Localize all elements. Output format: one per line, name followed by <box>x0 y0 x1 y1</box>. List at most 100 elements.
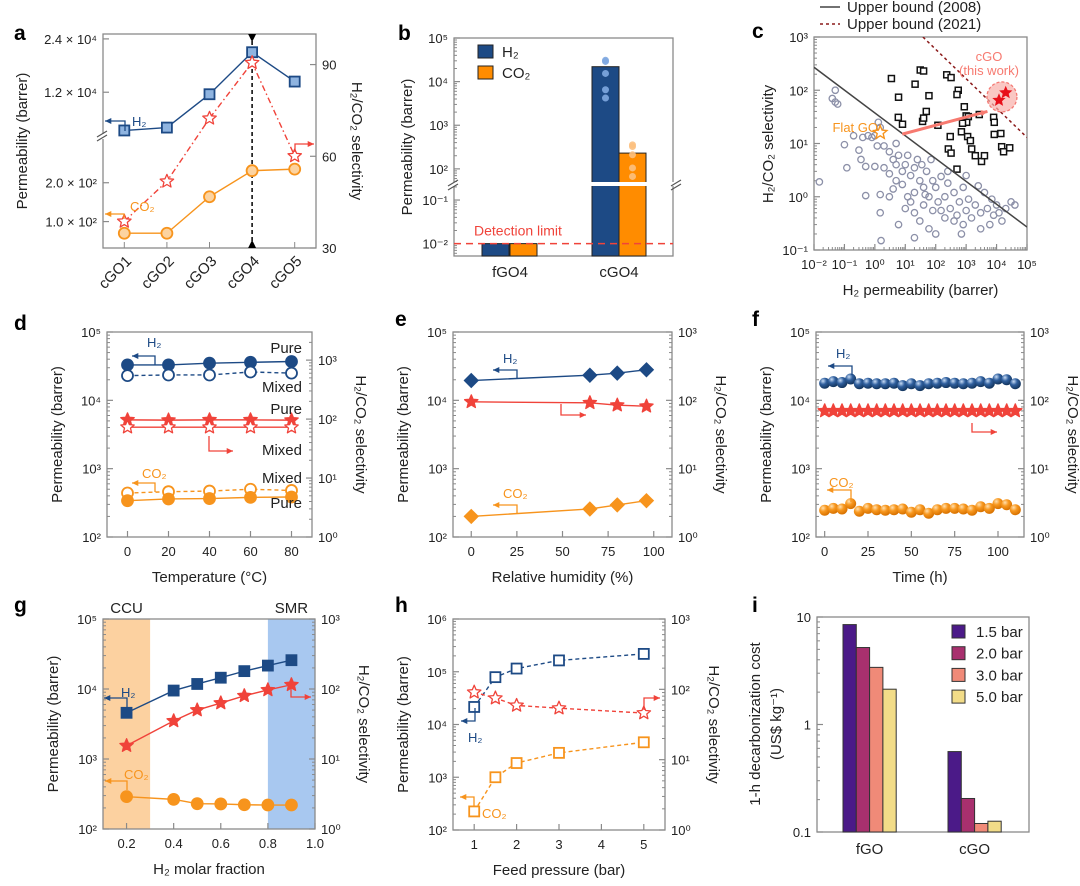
left-tick-label: 10² <box>78 822 97 837</box>
x-axis-label: Feed pressure (bar) <box>493 862 626 879</box>
arrowhead-icon <box>653 694 660 702</box>
detection-limit-label: Detection limit <box>474 223 562 239</box>
axis-break-mark <box>670 179 682 191</box>
sphere-marker <box>819 504 831 516</box>
square-marker <box>489 671 502 684</box>
circle-marker <box>244 365 257 379</box>
left-tick-label: 10³ <box>429 118 448 133</box>
right-tick-label: 10¹ <box>1030 462 1049 477</box>
arrowhead-icon <box>493 501 500 509</box>
literature-point-circle <box>995 208 1003 217</box>
literature-point-circle <box>915 217 924 225</box>
literature-point-square <box>953 90 961 99</box>
sphere-marker <box>983 502 995 514</box>
sphere-marker <box>879 378 891 390</box>
literature-point-square <box>953 165 961 173</box>
literature-point-circle <box>892 176 900 185</box>
y-axis-label: H₂/CO₂ selectivity <box>760 84 777 203</box>
axis-pointer-arrow <box>643 697 660 710</box>
literature-point-circle <box>876 190 885 199</box>
star-marker <box>244 55 260 70</box>
left-tick-label: 10⁴ <box>427 718 447 733</box>
band-smr <box>267 619 315 829</box>
literature-point-circle <box>861 191 870 200</box>
x-category-label: cGO2 <box>138 253 178 293</box>
left-tick-label: 10⁻² <box>422 237 448 252</box>
axis-break-gap <box>446 182 681 186</box>
left-tick-label: 10⁵ <box>790 325 810 340</box>
literature-point-square <box>957 128 966 136</box>
y-axis-label: Permeability (barrer) <box>395 366 412 503</box>
star-marker <box>636 705 652 720</box>
literature-point-circle <box>953 211 961 220</box>
star-marker <box>202 419 217 434</box>
literature-point-circle <box>858 133 867 142</box>
arrowhead-icon <box>827 486 834 494</box>
literature-point-circle <box>915 176 924 185</box>
square-marker <box>261 659 274 672</box>
x-axis-label: Time (h) <box>892 569 947 586</box>
panel-letter: i <box>752 594 758 617</box>
plot-frame <box>452 331 673 538</box>
literature-point-circle <box>906 171 915 180</box>
literature-point-circle <box>855 146 863 155</box>
right-tick-label: 10² <box>671 682 690 697</box>
series-line-co2 <box>471 499 647 518</box>
sphere-marker <box>853 505 865 517</box>
sphere-marker <box>940 502 952 514</box>
y-axis-label: Permeability (barrer) <box>399 79 416 216</box>
legend-label: CO₂ <box>502 65 531 82</box>
circle-marker <box>121 494 134 508</box>
literature-point-circle <box>910 208 919 217</box>
scatter-area <box>814 37 1027 245</box>
y-axis-label: Permeability (barrer) <box>45 656 62 793</box>
arrowhead-icon <box>105 117 112 125</box>
x-tick-label: 50 <box>555 544 569 559</box>
legend-swatch <box>951 689 966 704</box>
left-tick-label: 10⁴ <box>77 682 97 697</box>
bar-co2 <box>509 243 538 257</box>
series-line-h2-mixed <box>127 371 292 377</box>
left-tick-label: 10⁵ <box>427 665 447 680</box>
arrowhead-icon <box>132 479 139 487</box>
right-tick-label: 10¹ <box>318 471 337 486</box>
diamond-marker <box>463 508 479 525</box>
circle-marker <box>120 790 133 804</box>
literature-point-circle <box>967 214 976 222</box>
literature-point-circle <box>962 206 970 215</box>
literature-point-square <box>919 114 928 122</box>
sphere-marker <box>905 378 917 390</box>
square-marker <box>489 771 502 784</box>
literature-point-circle <box>903 151 912 160</box>
literature-point-circle <box>922 167 931 176</box>
sphere-marker <box>949 377 961 389</box>
x-tick-label: 1 <box>471 837 478 852</box>
series-line-co2-mixed <box>127 488 292 494</box>
cgo-label: cGO <box>976 49 1003 64</box>
axis-pointer-arrow <box>105 120 126 131</box>
bar-30bar <box>974 822 989 833</box>
condition-label: Pure <box>270 495 302 512</box>
literature-point-circle <box>985 220 994 229</box>
sphere-marker <box>836 503 848 515</box>
bar-50bar <box>987 820 1002 833</box>
square-marker <box>214 671 227 684</box>
bar-20bar <box>855 647 871 833</box>
arrowhead-icon <box>307 140 314 148</box>
y-right-axis-label: H₂/CO₂ selectivity <box>1064 375 1080 494</box>
axis-pointer-arrow <box>460 796 475 807</box>
star-marker <box>120 419 135 434</box>
plot-frame <box>102 33 317 249</box>
axis-pointer-arrow <box>828 365 853 375</box>
right-tick-label: 10⁰ <box>671 823 691 838</box>
square-marker <box>203 88 216 101</box>
axis-pointer-arrow <box>294 143 314 152</box>
x-tick-label: 40 <box>202 544 216 559</box>
right-tick-label: 10² <box>321 682 340 697</box>
upper-bound-2021-line <box>922 37 1027 138</box>
panel-f: f 10² 10³ 10⁴ 10⁵ 10⁰ 10¹ 10² 10³ 0 25 50 75 100 Time … <box>752 308 1080 586</box>
sphere-marker <box>853 378 865 390</box>
plot-frame <box>452 618 666 831</box>
sphere-marker <box>966 377 978 389</box>
sphere-marker <box>966 504 978 516</box>
